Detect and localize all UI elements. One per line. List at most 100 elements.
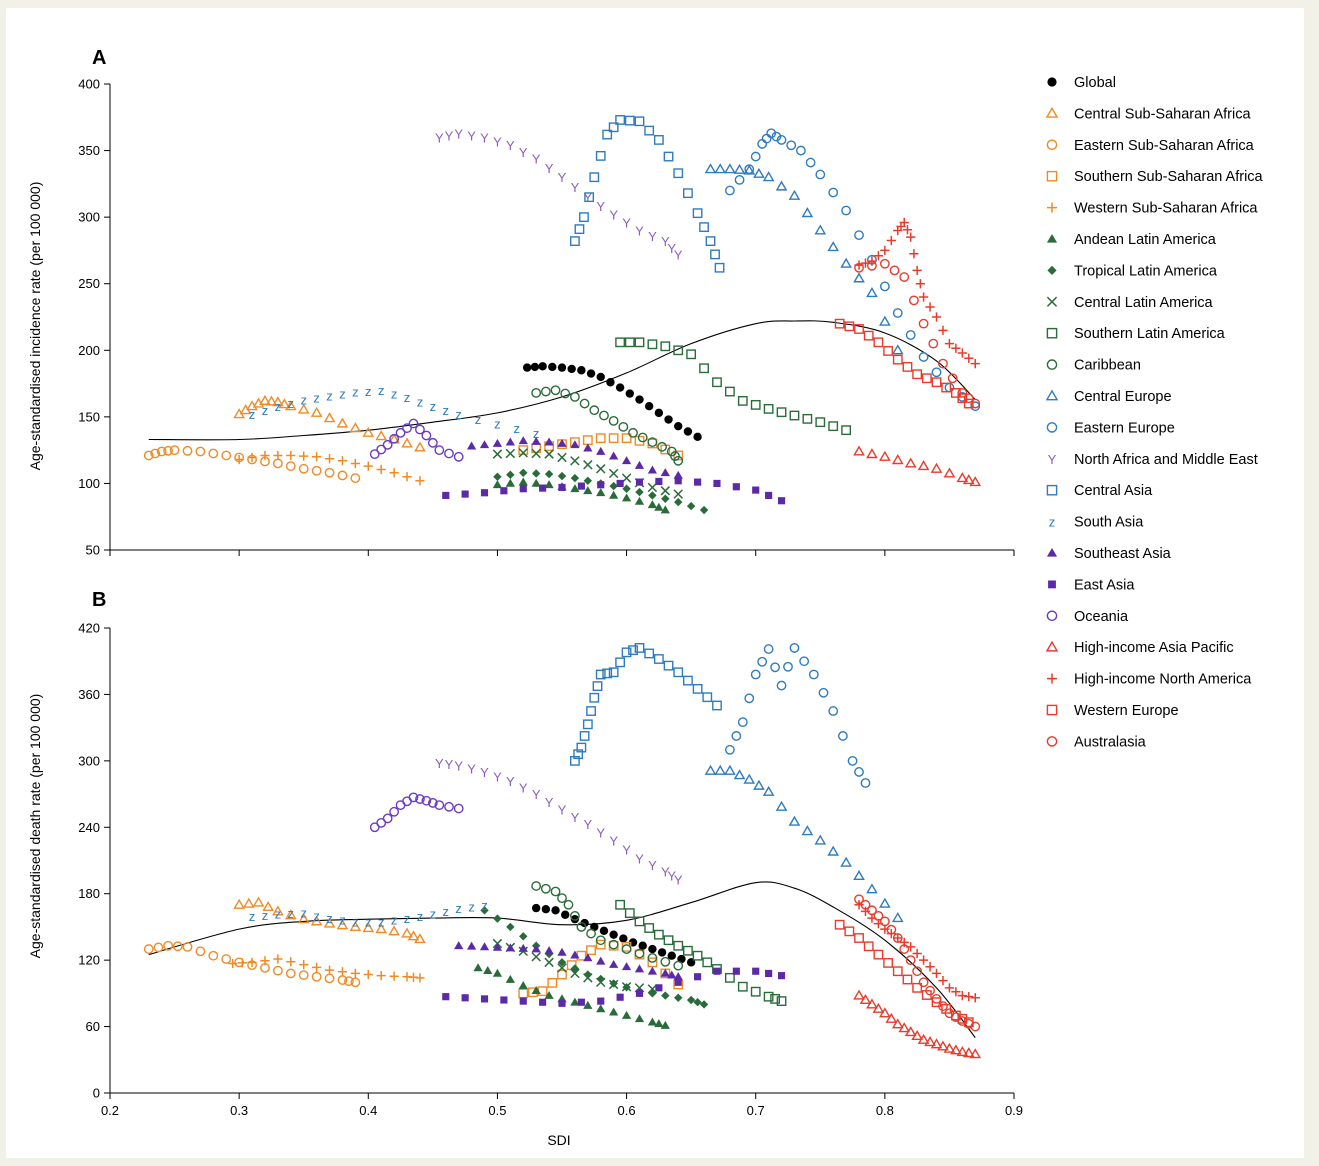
panel-b-point-central-latin-america <box>557 963 567 973</box>
panel-b-point-andean-latin-america <box>531 985 541 994</box>
panel-b-point-southern-sub-saharan-africa <box>586 945 596 956</box>
panel-b-point-southern-latin-america <box>634 916 645 927</box>
panel-b-point-southern-latin-america <box>653 929 664 940</box>
panel-b-point-north-africa-and-middle-east: Y <box>480 765 489 780</box>
panel-a-point-north-africa-and-middle-east: Y <box>648 229 657 244</box>
panel-a-point-high-income-north-america <box>873 251 884 261</box>
panel-b-point-australasia <box>963 1018 974 1029</box>
panel-a-point-southern-latin-america <box>634 337 645 348</box>
legend-item-eastern-sub-saharan-africa: Eastern Sub-Saharan Africa <box>1046 138 1255 154</box>
panel-a-point-central-asia <box>602 129 613 140</box>
panel-b-point-central-asia <box>589 692 600 703</box>
panel-a-point-western-europe <box>854 324 864 334</box>
panel-b-point-southern-latin-america <box>776 996 787 1007</box>
panel-b-point-caribbean <box>550 886 561 897</box>
panel-b-point-southern-latin-america <box>673 940 684 951</box>
panel-b-point-central-asia <box>712 700 722 711</box>
panel-b-point-southeast-asia <box>544 946 554 955</box>
panel-a-point-central-europe <box>853 272 865 283</box>
panel-b-point-eastern-sub-saharan-africa <box>163 940 174 951</box>
legend-item-southeast-asia: Southeast Asia <box>1046 546 1172 562</box>
panel-b-point-south-asia: z <box>417 909 424 924</box>
panel-b-point-east-asia <box>655 984 663 992</box>
panel-a-point-australasia <box>909 295 919 306</box>
panel-a-point-high-income-north-america <box>951 343 961 353</box>
panel-b-point-east-asia <box>461 994 469 1002</box>
panel-b-point-central-latin-america <box>608 979 619 990</box>
panel-b-point-high-income-asia-pacific <box>969 1048 982 1059</box>
panel-b-x-tick-label: 0.4 <box>359 1103 377 1118</box>
panel-a-point-eastern-sub-saharan-africa <box>156 446 167 457</box>
panel-a-point-eastern-europe <box>970 401 981 412</box>
panel-a-point-caribbean <box>550 385 561 396</box>
panel-b-y-tick-label: 120 <box>78 953 100 968</box>
legend-item-western-sub-saharan-africa: Western Sub-Saharan Africa <box>1046 201 1258 217</box>
legend-label: Eastern Sub-Saharan Africa <box>1074 138 1255 154</box>
panel-a-point-high-income-asia-pacific <box>969 476 982 487</box>
panel-a-point-western-europe <box>902 362 913 372</box>
panel-a-point-global <box>664 415 673 424</box>
panel-b-series-eastern-europe <box>724 643 871 788</box>
panel-b-point-australasia <box>879 916 890 927</box>
panel-b-point-oceania <box>427 798 438 808</box>
panel-a-point-eastern-europe <box>766 128 777 139</box>
panel-b-point-eastern-sub-saharan-africa <box>298 970 309 980</box>
panel-b-point-central-europe <box>827 845 840 856</box>
panel-a-point-east-asia <box>480 489 489 497</box>
panel-a-point-southeast-asia <box>583 443 593 452</box>
panel-a-y-tick-label: 300 <box>78 210 100 225</box>
panel-b-y-tick-label: 300 <box>78 753 100 768</box>
panel-b-point-eastern-europe <box>847 755 858 766</box>
panel-b-point-south-asia: z <box>288 906 295 921</box>
panel-a-point-andean-latin-america <box>634 496 645 505</box>
panel-b-point-western-europe <box>844 926 855 937</box>
panel-a-point-caribbean <box>599 410 609 421</box>
panel-a-point-andean-latin-america <box>660 505 670 514</box>
panel-a-point-southern-latin-america <box>615 337 626 348</box>
panel-b-point-north-africa-and-middle-east: Y <box>445 757 454 772</box>
panel-a-point-high-income-asia-pacific <box>879 450 891 461</box>
legend-item-eastern-europe: Eastern Europe <box>1046 420 1175 436</box>
panel-b-y-tick-label: 240 <box>78 820 100 835</box>
panel-a-point-east-asia <box>616 479 624 487</box>
panel-b-point-southeast-asia <box>596 956 606 965</box>
panel-b-point-australasia <box>899 944 910 954</box>
panel-b-point-east-asia <box>500 996 508 1004</box>
panel-b-point-central-europe <box>840 856 852 867</box>
panel-b-point-tropical-latin-america <box>583 970 593 979</box>
panel-a-point-high-income-asia-pacific <box>962 474 975 485</box>
panel-b-point-caribbean <box>673 960 684 971</box>
panel-a-point-central-europe <box>762 171 775 182</box>
panel-a-point-southern-latin-america <box>686 349 697 360</box>
panel-b-point-australasia <box>886 924 897 935</box>
panel-a-point-central-asia <box>574 224 585 235</box>
panel-b-point-southern-sub-saharan-africa <box>518 988 529 999</box>
panel-a-point-high-income-north-america <box>938 325 948 335</box>
panel-b-point-southern-latin-america <box>750 986 761 997</box>
panel-a-point-oceania <box>427 437 438 448</box>
panel-a-point-andean-latin-america <box>647 500 658 509</box>
panel-b-point-central-asia <box>573 749 584 760</box>
panel-a-point-north-africa-and-middle-east: Y <box>583 190 592 205</box>
panel-a-point-east-asia <box>765 491 773 499</box>
legend-label: Caribbean <box>1074 358 1141 374</box>
panel-b-series-global <box>531 903 696 967</box>
panel-a-point-south-asia: z <box>352 385 359 400</box>
panel-b-point-central-europe <box>733 769 746 780</box>
panel-a-point-caribbean <box>579 398 590 409</box>
panel-a-point-western-sub-saharan-africa <box>363 461 373 471</box>
panel-a-point-central-sub-saharan-africa <box>349 422 362 433</box>
panel-b-point-south-asia: z <box>249 909 256 924</box>
panel-a-point-eastern-europe <box>776 135 787 145</box>
panel-a-point-tropical-latin-america <box>648 491 657 500</box>
panel-a-point-caribbean <box>540 386 551 397</box>
panel-a-point-north-africa-and-middle-east: Y <box>609 207 618 222</box>
panel-b-point-global <box>638 941 647 950</box>
panel-a-point-oceania <box>376 444 387 455</box>
panel-b-point-caribbean <box>570 910 580 921</box>
panel-a-point-eastern-europe <box>892 308 903 318</box>
panel-a-point-southeast-asia <box>596 446 606 455</box>
panel-a-point-east-asia <box>732 483 740 491</box>
panel-a-point-north-africa-and-middle-east: Y <box>558 170 567 185</box>
legend-label: North Africa and Middle East <box>1074 452 1258 468</box>
